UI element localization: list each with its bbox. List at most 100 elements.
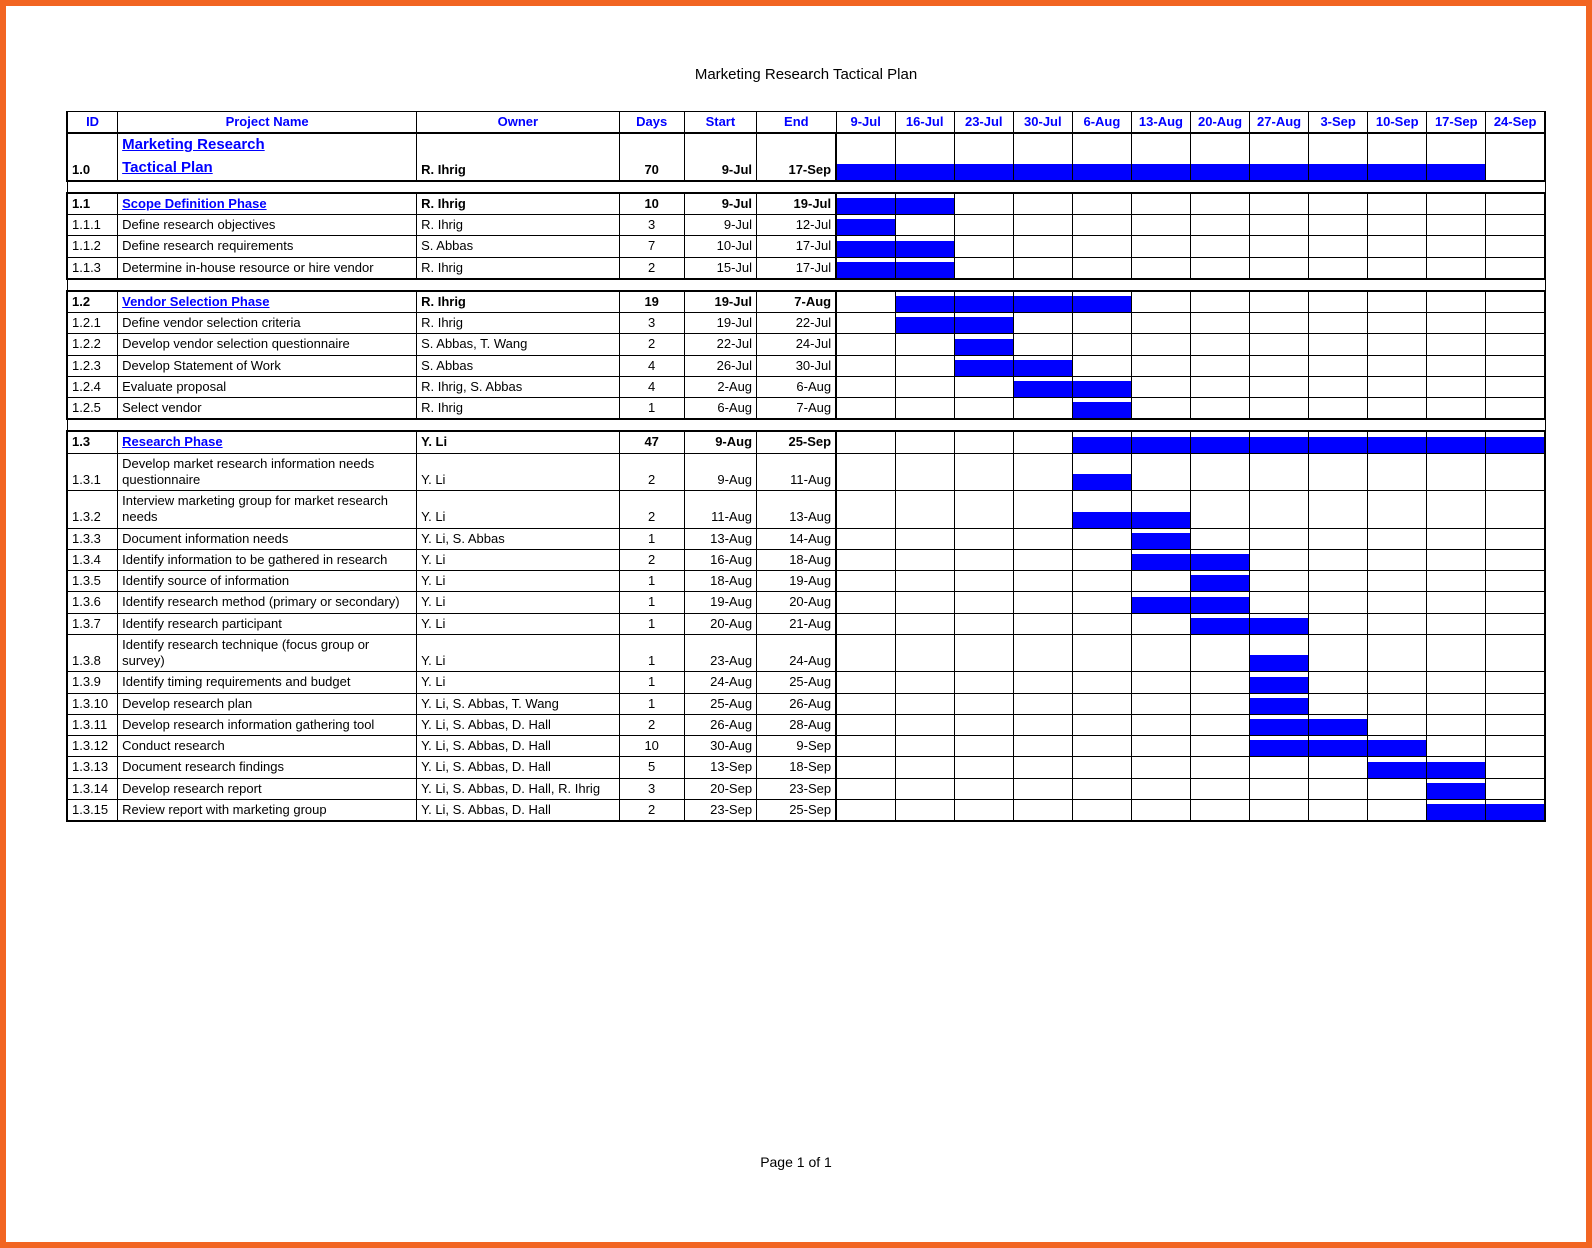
cell-end: 19-Aug — [757, 571, 837, 592]
cell-week — [1427, 236, 1486, 257]
cell-name: Interview marketing group for market res… — [118, 491, 417, 529]
cell-week — [1190, 571, 1249, 592]
cell-week — [895, 528, 954, 549]
cell-week — [954, 571, 1013, 592]
cell-week — [954, 133, 1013, 181]
cell-end: 25-Aug — [757, 672, 837, 693]
cell-week — [1131, 613, 1190, 634]
gantt-bar — [896, 164, 954, 180]
cell-week — [1072, 291, 1131, 313]
col-week-4: 6-Aug — [1072, 112, 1131, 134]
table-row: 1.2.1Define vendor selection criteriaR. … — [67, 313, 1545, 334]
gantt-bar — [1427, 762, 1485, 778]
cell-days: 3 — [619, 215, 684, 236]
cell-week — [954, 693, 1013, 714]
cell-week — [954, 376, 1013, 397]
cell-week — [1013, 215, 1072, 236]
cell-week — [1190, 693, 1249, 714]
cell-week — [836, 313, 895, 334]
cell-start: 2-Aug — [684, 376, 756, 397]
cell-name: Identify research participant — [118, 613, 417, 634]
cell-week — [1368, 215, 1427, 236]
cell-week — [1250, 291, 1309, 313]
cell-week — [895, 634, 954, 672]
cell-week — [1309, 193, 1368, 215]
cell-week — [1190, 313, 1249, 334]
table-row: 1.3.12Conduct researchY. Li, S. Abbas, D… — [67, 736, 1545, 757]
cell-week — [836, 291, 895, 313]
cell-week — [1072, 672, 1131, 693]
cell-week — [1131, 528, 1190, 549]
cell-id: 1.2.5 — [67, 398, 118, 420]
cell-name: Develop market research information need… — [118, 453, 417, 491]
cell-week — [836, 257, 895, 279]
cell-week — [1190, 291, 1249, 313]
cell-id: 1.3.1 — [67, 453, 118, 491]
cell-week — [895, 613, 954, 634]
cell-week — [1072, 592, 1131, 613]
cell-week — [1309, 355, 1368, 376]
cell-week — [836, 778, 895, 799]
cell-week — [1131, 236, 1190, 257]
cell-week — [1427, 714, 1486, 735]
cell-week — [1013, 714, 1072, 735]
cell-week — [1427, 257, 1486, 279]
cell-end: 6-Aug — [757, 376, 837, 397]
cell-week — [1368, 491, 1427, 529]
table-row: 1.3.5Identify source of informationY. Li… — [67, 571, 1545, 592]
cell-week — [1368, 571, 1427, 592]
table-row: 1.1.2Define research requirementsS. Abba… — [67, 236, 1545, 257]
cell-week — [1486, 291, 1545, 313]
cell-week — [1309, 236, 1368, 257]
gantt-bar — [1191, 575, 1249, 591]
cell-week — [1486, 236, 1545, 257]
cell-week — [836, 334, 895, 355]
gantt-bar — [1191, 597, 1249, 613]
cell-name: Define vendor selection criteria — [118, 313, 417, 334]
cell-start: 9-Aug — [684, 453, 756, 491]
gantt-bar — [896, 241, 954, 257]
cell-end: 13-Aug — [757, 491, 837, 529]
cell-week — [954, 799, 1013, 821]
cell-week — [1190, 491, 1249, 529]
cell-days: 19 — [619, 291, 684, 313]
gantt-bar — [1014, 381, 1072, 397]
cell-week — [1250, 528, 1309, 549]
cell-week — [1427, 672, 1486, 693]
cell-week — [1486, 398, 1545, 420]
cell-start: 18-Aug — [684, 571, 756, 592]
cell-week — [1309, 714, 1368, 735]
cell-week — [1427, 398, 1486, 420]
cell-week — [1309, 291, 1368, 313]
cell-owner: R. Ihrig — [417, 313, 620, 334]
cell-week — [954, 193, 1013, 215]
cell-days: 2 — [619, 453, 684, 491]
cell-week — [1013, 431, 1072, 453]
cell-days: 1 — [619, 613, 684, 634]
cell-week — [1190, 613, 1249, 634]
cell-id: 1.3.11 — [67, 714, 118, 735]
gantt-bar — [1132, 512, 1190, 528]
gantt-bar — [1250, 618, 1308, 634]
gantt-bar — [837, 219, 895, 235]
cell-week — [1486, 215, 1545, 236]
phase-title: Vendor Selection Phase — [122, 294, 269, 309]
cell-id: 1.3.3 — [67, 528, 118, 549]
cell-id: 1.3.7 — [67, 613, 118, 634]
cell-week — [1072, 693, 1131, 714]
cell-end: 24-Jul — [757, 334, 837, 355]
cell-week — [1013, 355, 1072, 376]
cell-week — [1368, 613, 1427, 634]
cell-week — [1190, 778, 1249, 799]
cell-owner: Y. Li, S. Abbas — [417, 528, 620, 549]
cell-week — [954, 453, 1013, 491]
gantt-bar — [837, 262, 895, 278]
cell-week — [1131, 693, 1190, 714]
cell-week — [1190, 376, 1249, 397]
cell-week — [1368, 257, 1427, 279]
cell-week — [1427, 291, 1486, 313]
cell-week — [1309, 799, 1368, 821]
cell-week — [1309, 736, 1368, 757]
cell-week — [1190, 215, 1249, 236]
table-row: 1.3Research PhaseY. Li479-Aug25-Sep — [67, 431, 1545, 453]
